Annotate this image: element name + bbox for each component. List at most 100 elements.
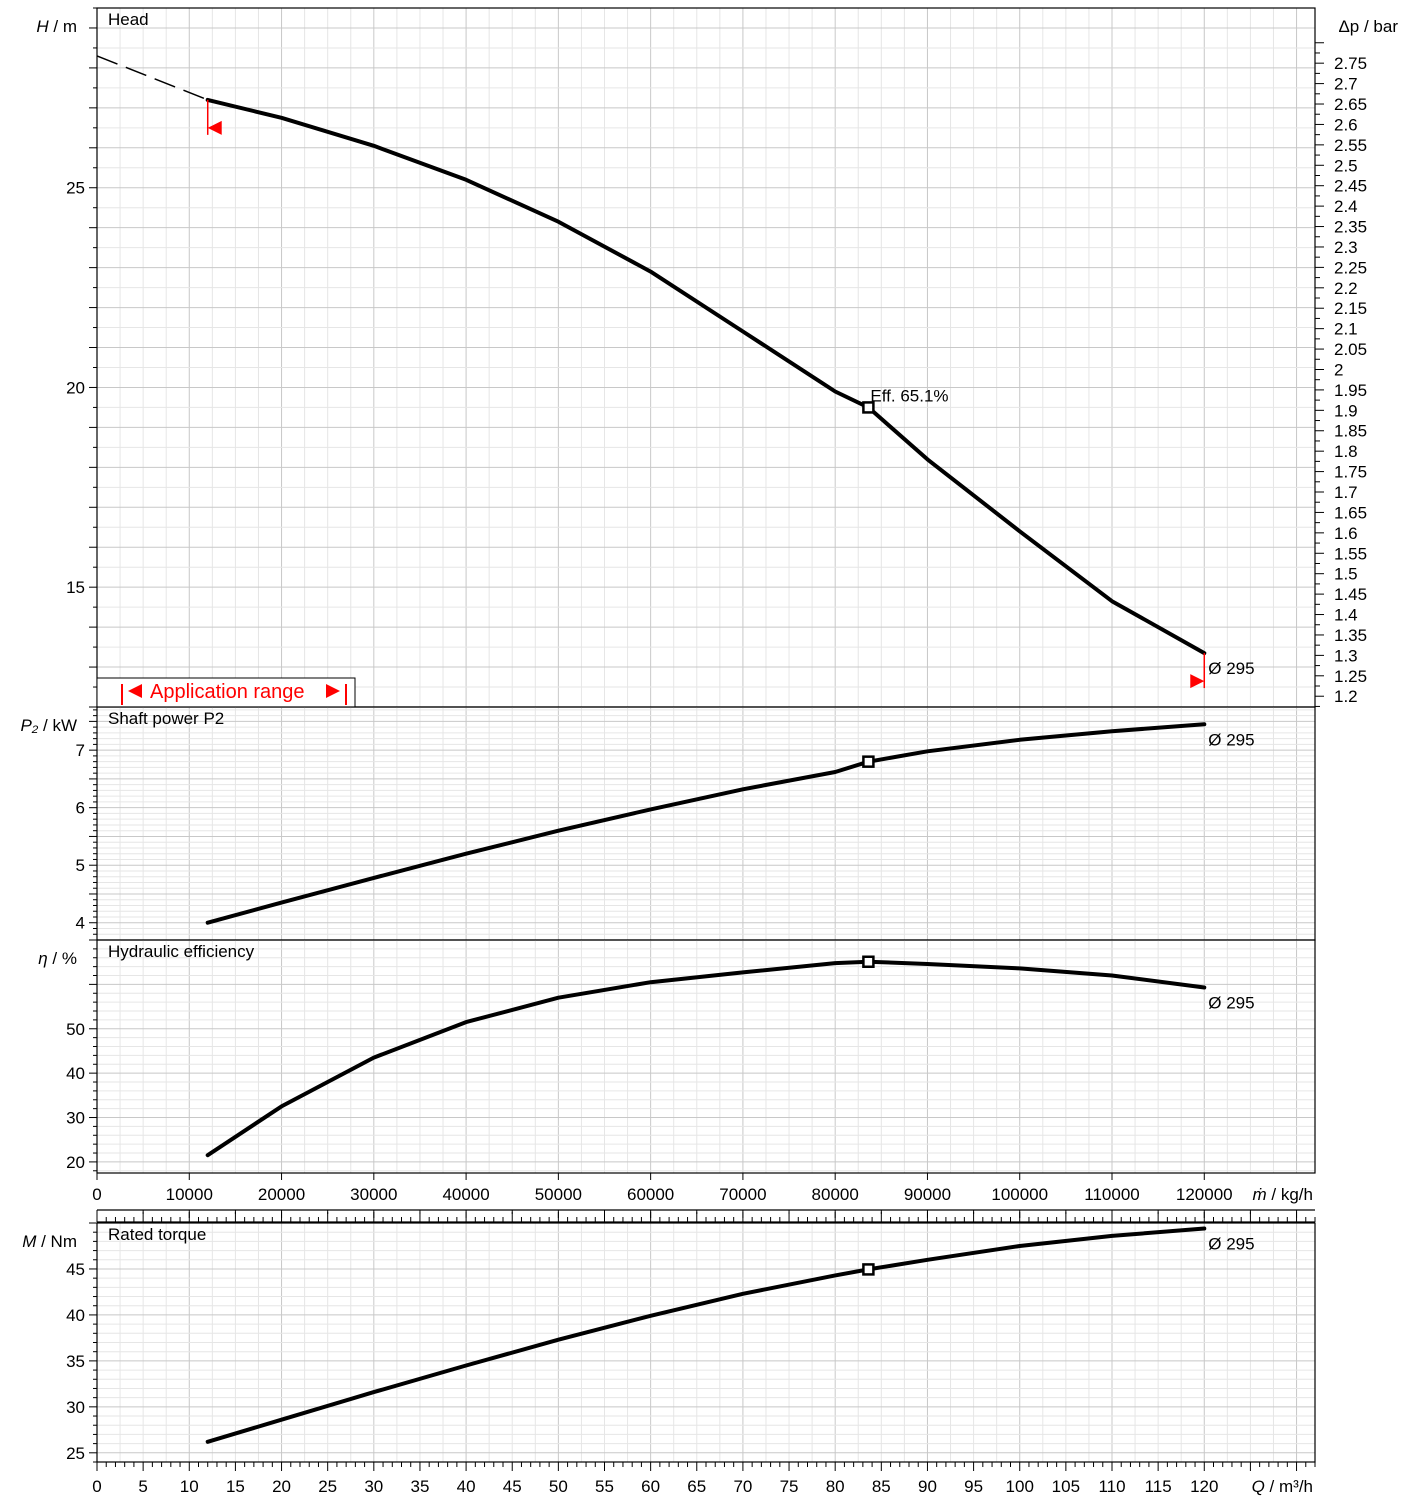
mass-flow-tick-label: 50000 bbox=[535, 1185, 582, 1204]
application-range-left-arrow bbox=[128, 684, 142, 698]
y2-tick-label: 1.4 bbox=[1334, 606, 1358, 625]
curve-power bbox=[205, 722, 1207, 925]
volume-flow-tick-label: 110 bbox=[1098, 1477, 1125, 1496]
mass-flow-tick-label: 60000 bbox=[627, 1185, 674, 1204]
y2-tick-label: 1.65 bbox=[1334, 503, 1367, 522]
y2-tick-label: 2.15 bbox=[1334, 299, 1367, 318]
y-axis-label-var: η bbox=[38, 949, 47, 968]
y2-tick-label: 2.1 bbox=[1334, 320, 1358, 339]
volume-flow-tick-label: 25 bbox=[318, 1477, 337, 1496]
curve-torque bbox=[205, 1226, 1207, 1444]
y2-tick-label: 1.25 bbox=[1334, 667, 1367, 686]
volume-flow-tick-label: 30 bbox=[364, 1477, 383, 1496]
y-tick-label: 6 bbox=[76, 799, 85, 818]
y-axis-label-unit: / m bbox=[49, 17, 77, 36]
volume-flow-tick-label: 60 bbox=[641, 1477, 660, 1496]
y-axis-label-unit: / kW bbox=[38, 716, 77, 735]
y2-tick-label: 1.75 bbox=[1334, 463, 1367, 482]
mass-flow-axis-unit: / kg/h bbox=[1267, 1185, 1313, 1204]
y-tick-label: 7 bbox=[76, 741, 85, 760]
mass-flow-tick-label: 90000 bbox=[904, 1185, 951, 1204]
y-tick-label: 35 bbox=[66, 1352, 85, 1371]
operating-point-marker bbox=[862, 401, 875, 414]
y-axis-label-var: M bbox=[22, 1232, 37, 1251]
volume-flow-tick-label: 75 bbox=[780, 1477, 799, 1496]
y-axis-label-unit: / % bbox=[48, 949, 77, 968]
mass-flow-tick-label: 80000 bbox=[812, 1185, 859, 1204]
y-tick-label: 5 bbox=[76, 856, 85, 875]
volume-flow-tick-label: 5 bbox=[138, 1477, 147, 1496]
diameter-label: Ø 295 bbox=[1208, 1235, 1254, 1254]
volume-flow-tick-label: 70 bbox=[733, 1477, 752, 1496]
volume-flow-axis-var: Q bbox=[1252, 1477, 1265, 1496]
y2-axis-label-unit: / bar bbox=[1359, 17, 1398, 36]
y-tick-label: 20 bbox=[66, 378, 85, 397]
y-tick-label: 25 bbox=[66, 179, 85, 198]
volume-flow-tick-label: 115 bbox=[1145, 1477, 1172, 1496]
y2-tick-label: 2.25 bbox=[1334, 258, 1367, 277]
volume-flow-tick-label: 10 bbox=[180, 1477, 199, 1496]
y2-axis-label-var: Δp bbox=[1338, 17, 1359, 36]
y-tick-label: 40 bbox=[66, 1064, 85, 1083]
y2-tick-label: 2.05 bbox=[1334, 340, 1367, 359]
mass-flow-tick-label: 70000 bbox=[719, 1185, 766, 1204]
panel-title-power: Shaft power P2 bbox=[108, 709, 224, 728]
volume-flow-tick-label: 85 bbox=[872, 1477, 891, 1496]
volume-flow-tick-label: 0 bbox=[92, 1477, 101, 1496]
y-tick-label: 50 bbox=[66, 1020, 85, 1039]
volume-flow-tick-label: 65 bbox=[687, 1477, 706, 1496]
diameter-label: Ø 295 bbox=[1208, 993, 1254, 1012]
mass-flow-tick-label: 40000 bbox=[442, 1185, 489, 1204]
y2-tick-label: 2.3 bbox=[1334, 238, 1358, 257]
y2-tick-label: 1.55 bbox=[1334, 544, 1367, 563]
y-tick-label: 40 bbox=[66, 1306, 85, 1325]
mass-flow-tick-label: 120000 bbox=[1176, 1185, 1233, 1204]
mass-flow-tick-label: 20000 bbox=[258, 1185, 305, 1204]
mass-flow-axis-label: ṁ / kg/h bbox=[1253, 1185, 1313, 1204]
volume-flow-tick-label: 45 bbox=[503, 1477, 522, 1496]
max-flow-limit-arrow bbox=[1190, 674, 1205, 689]
panel-frame-efficiency bbox=[96, 939, 1316, 1174]
application-range-right-arrow bbox=[326, 684, 340, 698]
y2-tick-label: 1.5 bbox=[1334, 565, 1358, 584]
volume-flow-tick-label: 20 bbox=[272, 1477, 291, 1496]
y2-tick-label: 2.4 bbox=[1334, 197, 1358, 216]
y-tick-label: 30 bbox=[66, 1398, 85, 1417]
y2-tick-label: 2.75 bbox=[1334, 54, 1367, 73]
y-axis-label-var: P₂ bbox=[20, 716, 38, 735]
volume-flow-tick-label: 50 bbox=[549, 1477, 568, 1496]
mass-flow-tick-label: 30000 bbox=[350, 1185, 397, 1204]
volume-flow-tick-label: 95 bbox=[964, 1477, 983, 1496]
y-axis-label-head: H / m bbox=[36, 17, 77, 36]
y-axis-label-unit: / Nm bbox=[36, 1232, 77, 1251]
y2-axis-label: Δp / bar bbox=[1338, 17, 1398, 36]
y-tick-label: 20 bbox=[66, 1153, 85, 1172]
y2-tick-label: 1.45 bbox=[1334, 585, 1367, 604]
volume-flow-tick-label: 100 bbox=[1006, 1477, 1034, 1496]
curve-efficiency bbox=[205, 959, 1207, 1158]
y2-tick-label: 1.3 bbox=[1334, 646, 1358, 665]
y-axis-label-var: H bbox=[36, 17, 49, 36]
application-range-label: Application range bbox=[150, 681, 305, 703]
operating-point-marker bbox=[862, 755, 875, 768]
diameter-label: Ø 295 bbox=[1208, 730, 1254, 749]
y2-tick-label: 2.6 bbox=[1334, 115, 1358, 134]
y-tick-label: 15 bbox=[66, 578, 85, 597]
y-tick-label: 45 bbox=[66, 1260, 85, 1279]
y2-tick-label: 1.7 bbox=[1334, 483, 1358, 502]
efficiency-annotation: Eff. 65.1% bbox=[870, 386, 948, 405]
volume-flow-tick-label: 35 bbox=[410, 1477, 429, 1496]
y2-tick-label: 2.35 bbox=[1334, 218, 1367, 237]
y2-tick-label: 1.95 bbox=[1334, 381, 1367, 400]
volume-flow-axis-label: Q / m³/h bbox=[1252, 1477, 1313, 1496]
volume-flow-tick-label: 120 bbox=[1190, 1477, 1218, 1496]
y-axis-label-torque: M / Nm bbox=[22, 1232, 77, 1251]
y2-tick-label: 2.5 bbox=[1334, 156, 1358, 175]
y2-tick-label: 1.6 bbox=[1334, 524, 1358, 543]
y2-tick-label: 1.85 bbox=[1334, 422, 1367, 441]
curve-head bbox=[205, 97, 1207, 656]
volume-flow-tick-label: 80 bbox=[826, 1477, 845, 1496]
volume-flow-tick-label: 15 bbox=[226, 1477, 245, 1496]
y-axis-label-power: P₂ / kW bbox=[20, 716, 77, 735]
